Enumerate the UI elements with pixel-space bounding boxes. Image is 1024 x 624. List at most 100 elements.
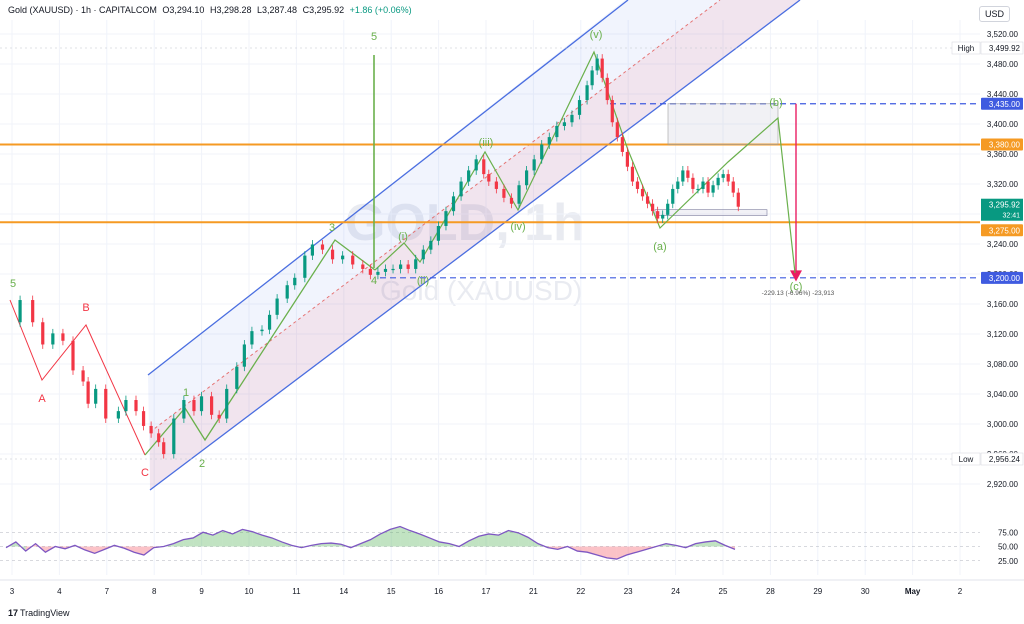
wave-label-2: A <box>38 393 46 405</box>
time-tick: 24 <box>671 587 680 596</box>
candle-body <box>562 122 566 126</box>
rsi-fill <box>439 541 450 547</box>
rsi-fill <box>380 529 391 547</box>
rsi-fill <box>84 546 95 554</box>
candle-body <box>502 188 506 198</box>
rsi-fill <box>597 546 607 558</box>
rsi-tick: 50.00 <box>998 543 1019 552</box>
rsi-fill <box>242 529 253 547</box>
candle-body <box>532 159 536 171</box>
wave-label-16: (b) <box>769 97 782 109</box>
candle-body <box>651 203 655 212</box>
candle-body <box>487 174 491 182</box>
wave-label-7: 3 <box>329 222 335 234</box>
candle-body <box>217 414 221 419</box>
candle-body <box>686 170 690 178</box>
wave-label-13: (iv) <box>510 221 525 233</box>
price-axis[interactable]: 3,520.00 3,480.00 3,440.00 3,400.00 3,360.00… <box>0 20 1024 580</box>
price-tag-3435-bg <box>981 97 1023 110</box>
time-tick: 9 <box>199 587 204 596</box>
candle-body <box>600 58 604 78</box>
candle-body <box>570 114 574 123</box>
candle-body <box>210 396 214 415</box>
ohlc-close: C3,295.92 <box>302 5 345 15</box>
rsi-fill <box>252 531 263 547</box>
time-tick: 22 <box>576 587 585 596</box>
candle-body <box>293 277 297 286</box>
tradingview-logo[interactable]: 17 TradingView <box>8 608 70 618</box>
candle-body <box>716 177 720 186</box>
rsi-fill <box>478 533 489 547</box>
candle-body <box>701 181 705 189</box>
candle-body <box>399 264 403 269</box>
candle-body <box>444 211 448 226</box>
rsi-fill <box>488 533 499 547</box>
candle-body <box>31 300 35 323</box>
candle-body <box>666 203 670 215</box>
candle-body <box>149 425 153 434</box>
time-tick: 16 <box>434 587 443 596</box>
candle-body <box>645 196 650 204</box>
candle-body <box>590 70 594 86</box>
time-tick: 28 <box>766 587 775 596</box>
symbol-header[interactable]: Gold (XAUUSD) · 1h · CAPITALCOM O3,294.1… <box>8 5 415 15</box>
price-tick: 3,000.00 <box>987 420 1019 429</box>
candle-body <box>467 170 471 182</box>
wave-lines <box>9 50 796 456</box>
wave-label-11: (ii) <box>417 275 429 287</box>
wave-label-6: 2 <box>199 458 205 470</box>
candle-body <box>525 170 529 186</box>
candle-body <box>192 400 196 412</box>
candle-body <box>706 181 710 193</box>
high-tag-bg <box>951 41 981 55</box>
ohlc-change: +1.86 (+0.06%) <box>349 5 412 15</box>
rsi-fill <box>183 537 194 547</box>
wave-label-8: 4 <box>371 275 377 287</box>
candle-body <box>459 181 463 197</box>
rsi-fill <box>636 546 647 553</box>
wave-label-4: C <box>141 467 149 479</box>
candle-body <box>661 214 665 219</box>
candle-body <box>225 388 229 419</box>
time-axis[interactable]: 3 4 7 8 9 10 11 14 15 16 17 21 22 23 24 25 28 29 30 May 2 <box>0 579 1024 596</box>
measure-text: -229.13 (-6.96%) -23,913 <box>762 290 835 297</box>
candle-body <box>383 268 388 272</box>
candle-body <box>474 159 478 171</box>
time-tick: 3 <box>10 587 15 596</box>
candle-body <box>681 170 685 182</box>
rsi-fill <box>695 541 706 547</box>
rsi-fill <box>370 533 381 547</box>
candle-body <box>414 259 418 269</box>
currency-button[interactable]: USD <box>978 6 1010 22</box>
candle-body <box>41 322 45 345</box>
channel-mid-line <box>149 0 721 433</box>
candle-body <box>235 366 239 389</box>
candle-body <box>162 442 166 455</box>
time-tick: 30 <box>861 587 870 596</box>
rsi-fill <box>508 530 519 547</box>
symbol-title[interactable]: Gold (XAUUSD) · 1h · CAPITALCOM <box>8 5 157 15</box>
ohlc-high: H3,298.28 <box>209 5 252 15</box>
time-tick: 11 <box>292 587 301 596</box>
candle-body <box>494 181 498 189</box>
trend-channel <box>147 0 801 491</box>
low-value-bg <box>980 452 1024 466</box>
price-tick: 3,240.00 <box>987 240 1019 249</box>
candle-body <box>341 255 345 260</box>
candle-body <box>547 137 551 145</box>
price-tag-3200-bg <box>981 271 1023 284</box>
tv-icon: 17 <box>8 608 19 618</box>
rsi-tick: 75.00 <box>998 528 1019 537</box>
price-tag-3275-bg <box>981 224 1023 237</box>
candle-body <box>141 411 146 426</box>
candle-body <box>721 174 725 178</box>
candle-body <box>509 197 514 204</box>
rsi-fill <box>193 532 204 547</box>
candle-body <box>250 331 254 345</box>
candle-body <box>303 255 307 278</box>
candle-body <box>116 411 120 419</box>
time-tick: 29 <box>813 587 822 596</box>
price-tag-3200: 3,200.00 <box>989 274 1021 283</box>
candle-body <box>310 244 314 256</box>
